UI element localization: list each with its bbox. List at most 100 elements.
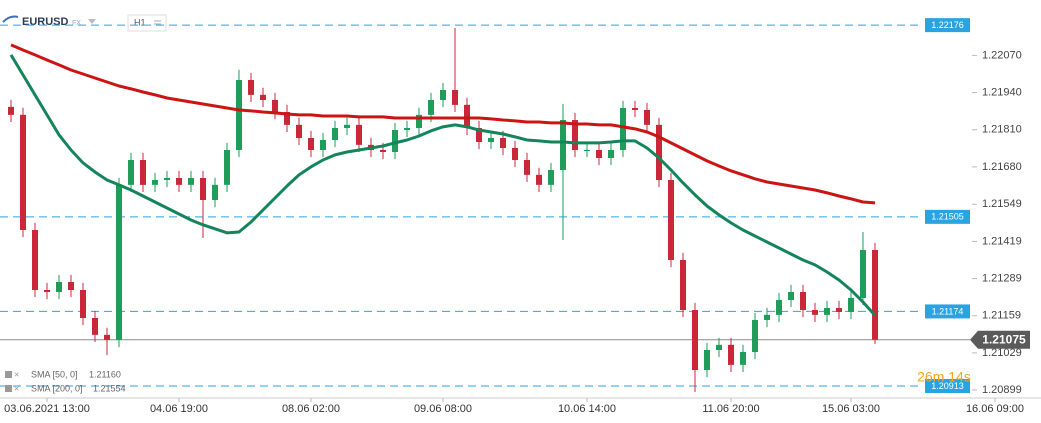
candle-body [752,320,758,352]
x-tick-label: 16.06 09:00 [966,403,1024,415]
candle-body [836,308,842,312]
legend-name: SMA [50, 0] [31,369,78,379]
candle-body [32,230,38,290]
candle-body [620,108,626,150]
interval-menu [154,20,161,25]
x-tick-label: 15.06 03:00 [822,403,880,415]
candle-body [284,112,290,125]
y-tick-label: 1.21940 [982,86,1022,98]
interval[interactable]: H1 [134,17,146,27]
candle-body [860,250,866,298]
candle-body [560,120,566,170]
candle-body [440,90,446,100]
level-label-box [925,304,970,319]
candle-body [20,114,26,230]
candle-body [164,178,170,180]
x-tick-label: 09.06 08:00 [414,403,472,415]
level-label: 1.20913 [931,381,964,391]
interval-box[interactable] [127,14,167,32]
candle-body [740,352,746,365]
candle-body [152,180,158,185]
legend-icon [5,371,12,378]
y-tick-label: 1.21810 [982,124,1022,136]
level-label-box [925,209,970,224]
symbol-icon [2,15,19,23]
symbol-dropdown[interactable] [88,19,96,24]
y-tick-label: 1.21680 [982,161,1022,173]
candle-body [188,178,194,185]
x-tick-label: 03.06.2021 13:00 [4,403,90,415]
candle-body [200,178,206,200]
candle-body [272,100,278,112]
candle-body [572,120,578,150]
candle-body [608,150,614,158]
x-tick-label: 10.06 14:00 [558,403,616,415]
candle-body [800,292,806,310]
y-tick-label: 1.21029 [982,347,1022,359]
x-tick-label: 04.06 19:00 [150,403,208,415]
candle-body [584,150,590,151]
candle-body [116,184,122,340]
y-tick-label: 1.22070 [982,49,1022,61]
candle-body [44,290,50,292]
x-tick-label: 11.06 20:00 [702,403,759,415]
candle-body [596,150,602,158]
candle-body [644,110,650,125]
candle-body [668,180,674,260]
level-label: 1.21174 [932,306,964,316]
level-label-box [925,379,970,393]
candle-body [224,150,230,185]
legend-value: 1.21160 [89,369,121,379]
last-price-box [970,330,1030,349]
symbol[interactable]: EURUSD [22,16,69,28]
candle-body [464,104,470,128]
legend-close: × [14,369,19,379]
candle-body [128,160,134,185]
candle-body [788,292,794,300]
candle-body [500,138,506,148]
candle-body [656,124,662,180]
legend-close: × [14,383,19,393]
candle-body [308,138,314,150]
candle-body [260,94,266,100]
candle-body [356,124,362,145]
candle-body [764,314,770,320]
last-price-label: 1.21075 [982,332,1026,346]
candle-body [428,100,434,115]
y-tick-label: 1.20899 [982,384,1022,396]
candle-body [392,130,398,152]
y-tick-label: 1.21549 [982,198,1022,210]
countdown: 26m 14s [917,369,971,385]
candle-body [320,140,326,150]
candle-body [404,128,410,130]
candle-body [680,260,686,310]
candle-body [776,300,782,315]
candle-body [524,160,530,175]
sma-line [10,43,876,205]
candle-body [332,128,338,140]
candle-body [488,138,494,142]
candle-body [344,124,350,128]
candle-body [512,148,518,160]
market: FX [72,20,81,27]
candle-body [872,250,878,340]
x-tick-label: 08.06 02:00 [282,403,340,415]
candle-body [716,344,722,350]
candle-body [704,350,710,370]
candle-body [140,160,146,185]
candle-body [692,310,698,370]
level-label: 1.22176 [931,20,964,30]
candle-body [8,106,14,115]
candle-body [248,80,254,95]
candle-body [380,150,386,152]
candle-body [236,80,242,150]
candle-body [416,114,422,128]
candle-body [452,90,458,105]
y-tick-label: 1.21289 [982,272,1022,284]
candle-body [848,298,854,312]
candle-body [296,124,302,138]
candle-body [176,178,182,185]
candle-body [68,282,74,290]
